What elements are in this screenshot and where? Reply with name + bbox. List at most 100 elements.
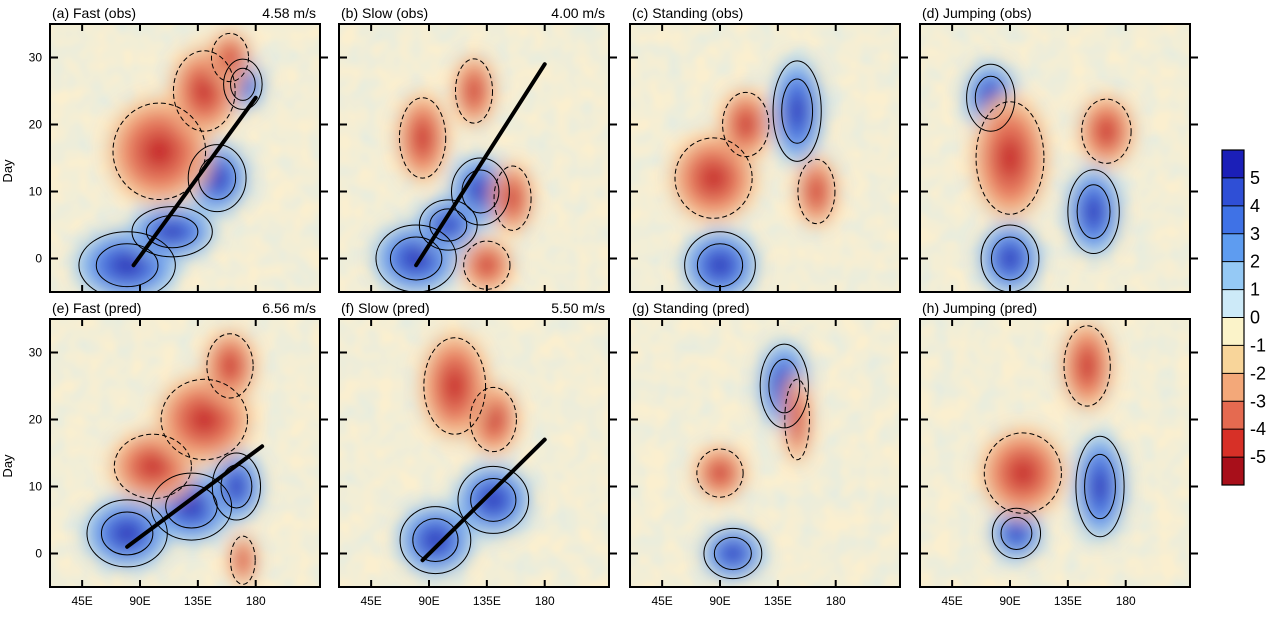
- positive-anomaly-core: [466, 77, 482, 105]
- panel-b: (b) Slow (obs) 4.00 m/s: [338, 5, 617, 293]
- panel-title: (f) Slow (pred): [341, 300, 430, 316]
- contours: [674, 60, 836, 292]
- contours: [983, 325, 1125, 560]
- panel-title: (h) Jumping (pred): [922, 300, 1037, 316]
- field-texture: [630, 24, 900, 292]
- contour-solid-inner: [95, 243, 159, 288]
- propagation-line: [414, 62, 547, 268]
- contour-solid: [684, 231, 756, 292]
- anomaly-field: [339, 24, 609, 292]
- colorbar-swatch: [1222, 401, 1244, 430]
- y-tick-label: 0: [35, 252, 42, 266]
- anomaly-field: [630, 24, 900, 292]
- y-axis-label-bottom: Day: [0, 454, 15, 478]
- positive-anomaly-core: [412, 121, 433, 155]
- panel-title: (c) Standing (obs): [632, 5, 743, 21]
- contour-dashed: [206, 333, 254, 399]
- propagation-line: [125, 444, 265, 549]
- panel-h: 45E 90E 135E 180 (h) Jumping (pred): [919, 300, 1198, 608]
- contour-dashed: [784, 378, 810, 461]
- positive-anomaly-core: [477, 255, 497, 276]
- panel-c: (c) Standing (obs): [629, 5, 908, 293]
- x-tick-label: 45E: [651, 594, 672, 608]
- contour-dashed: [210, 32, 250, 83]
- contour-solid-inner: [230, 67, 256, 101]
- y-tick-label: 20: [29, 413, 43, 427]
- negative-anomaly-core: [436, 214, 460, 236]
- colorbar-label: 0: [1250, 308, 1260, 328]
- negative-anomaly-core: [1006, 523, 1027, 544]
- contour-solid-inner: [713, 536, 752, 571]
- contour-solid: [211, 452, 262, 521]
- x-tick-label: 45E: [71, 594, 92, 608]
- y-tick-label: 30: [29, 346, 43, 360]
- x-tick-label: 135E: [764, 594, 792, 608]
- x-tick-label: 180: [826, 594, 846, 608]
- anomaly-field: [630, 319, 900, 587]
- positive-anomaly-core: [995, 134, 1025, 182]
- contour-dashed: [230, 535, 256, 585]
- colorbar-label: 3: [1250, 224, 1260, 244]
- contour-solid: [759, 343, 809, 429]
- panel-title: (a) Fast (obs): [52, 5, 136, 21]
- positive-anomaly-core: [697, 161, 730, 195]
- contour-dashed: [113, 433, 192, 500]
- contour-solid-inner: [781, 78, 814, 144]
- panel-frame: [338, 23, 610, 293]
- negative-anomaly-core: [1090, 466, 1110, 507]
- y-axis-label-top: Day: [0, 159, 15, 183]
- y-tick-label: 20: [29, 118, 43, 132]
- positive-anomaly-core: [483, 406, 503, 433]
- colorbar-label: 5: [1250, 168, 1260, 188]
- contour-solid-inner: [768, 358, 801, 414]
- contour-solid: [78, 231, 176, 292]
- panel-frame: [919, 318, 1191, 588]
- contour-solid: [457, 465, 530, 534]
- x-tick-label: 90E: [709, 594, 730, 608]
- negative-anomaly-core: [175, 493, 208, 520]
- x-tick-label: 90E: [999, 594, 1020, 608]
- contour-solid-inner: [470, 477, 517, 522]
- positive-anomaly-core: [237, 550, 249, 571]
- panel-g: 45E 90E 135E 180 (g) Standing (pred): [629, 300, 908, 608]
- colorbar-label: 1: [1250, 280, 1260, 300]
- x-tick-label: 135E: [184, 594, 212, 608]
- contour-solid: [418, 199, 478, 251]
- panel-title: (d) Jumping (obs): [922, 5, 1032, 21]
- contour-solid: [187, 144, 247, 213]
- contours: [696, 343, 810, 580]
- positive-anomaly-core: [504, 184, 521, 212]
- positive-anomaly-core: [136, 453, 169, 480]
- contour-dashed: [1081, 98, 1132, 164]
- negative-anomaly-core: [111, 520, 144, 547]
- panel-frame: [629, 318, 901, 588]
- panel-f: 45E 90E 135E 180 (f) Slow (pred) 5.50 m/s: [338, 300, 617, 608]
- negative-anomaly-core: [1083, 194, 1104, 229]
- contour-solid: [399, 506, 472, 575]
- phase-speed-label: 5.50 m/s: [551, 300, 605, 316]
- colorbar-swatch: [1222, 373, 1244, 402]
- contour-dashed: [398, 97, 447, 179]
- contours: [375, 58, 532, 292]
- positive-anomaly-core: [1006, 456, 1039, 490]
- x-tick-label: 135E: [473, 594, 501, 608]
- contour-solid: [1075, 435, 1125, 538]
- colorbar-swatch: [1222, 317, 1244, 346]
- contour-dashed: [160, 378, 248, 461]
- positive-anomaly-core: [140, 131, 179, 172]
- colorbar-label: -4: [1250, 419, 1266, 439]
- contour-solid-inner: [389, 236, 443, 281]
- phase-speed-label: 6.56 m/s: [262, 300, 316, 316]
- x-tick-label: 90E: [418, 594, 439, 608]
- contour-dashed: [674, 137, 753, 219]
- colorbar-swatch: [1222, 205, 1244, 235]
- contour-dashed: [493, 165, 532, 231]
- x-tick-label: 180: [246, 594, 266, 608]
- contour-dashed: [423, 337, 487, 435]
- positive-anomaly-core: [1077, 349, 1097, 383]
- phase-speed-label: 4.58 m/s: [262, 5, 316, 21]
- colorbar-swatch: [1222, 429, 1244, 458]
- x-tick-label: 90E: [129, 594, 150, 608]
- contour-solid-inner: [1000, 516, 1033, 550]
